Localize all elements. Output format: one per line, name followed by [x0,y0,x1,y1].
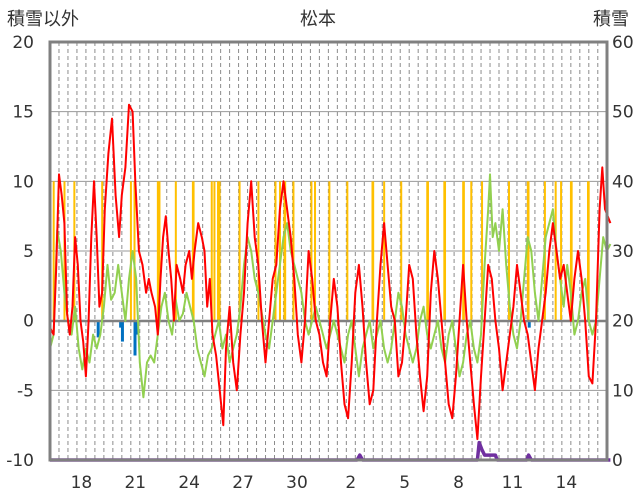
sunshine-bar [191,181,195,321]
snow-depth-line [50,440,611,462]
precipitation-bars [96,320,531,356]
x-tick-label: 30 [286,473,308,493]
x-tick-label: 18 [71,473,93,493]
sunshine-bar [238,181,241,321]
sunshine-bar [443,181,447,321]
sunshine-bar [383,181,386,321]
temp-min-line [49,173,612,399]
precipitation-bar [133,320,137,356]
precipitation-bar [527,320,531,328]
x-tick-label: 24 [178,473,200,493]
sunshine-bar [274,181,277,321]
sunshine-bar [101,181,104,321]
left-axis-title: 積雪以外 [7,9,79,30]
sunshine-bar [526,181,530,321]
sunshine-bar [346,181,349,321]
sunshine-bar [426,181,429,321]
left-tick-label: 10 [12,172,34,192]
sunshine-bar [481,181,484,321]
sunshine-bar [292,181,295,321]
sunshine-bar [52,181,55,321]
x-tick-label: 2 [345,473,356,493]
sunshine-bar [278,181,281,321]
sunshine-bar [133,181,136,321]
series-lines [49,103,612,462]
left-tick-label: -5 [17,381,34,401]
sunshine-bar [156,181,161,321]
precipitation-bar [96,320,100,338]
sunshine-bar [462,181,465,321]
sunshine-bar [310,181,313,321]
sunshine-bar [217,181,221,321]
sunshine-bar [470,181,473,321]
left-tick-label: 0 [23,312,34,332]
sunshine-bar [507,181,510,321]
right-axis-title: 積雪 [593,9,629,30]
x-tick-label: 21 [124,473,146,493]
precipitation-bar [120,320,124,342]
sunshine-bar [400,181,403,321]
right-tick-label: 40 [612,172,634,192]
left-axis-ticks: 20 15 10 5 0 -5 -10 [6,33,34,471]
left-tick-label: 15 [12,103,34,123]
right-tick-label: 0 [612,451,623,471]
left-tick-label: -10 [6,451,34,471]
sunshine-bar [314,181,317,321]
x-tick-label: 5 [399,473,410,493]
sunshine-bar [328,181,331,321]
sunshine-bar [174,181,177,321]
sunshine-bar [283,181,287,321]
sunshine-bar [371,181,375,321]
x-axis-ticks: 18 21 24 27 30 2 5 8 11 14 [71,473,578,493]
precipitation-bar [119,320,123,328]
precipitation-bar [135,320,139,335]
chart-title: 松本 [300,9,336,30]
sunshine-bar [213,181,216,321]
sunshine-bar [210,181,213,321]
right-axis-ticks: 60 50 40 30 20 10 0 [612,33,634,471]
plot-frame [48,40,609,462]
right-tick-label: 20 [612,312,634,332]
right-tick-label: 30 [612,242,634,262]
x-tick-label: 11 [502,473,524,493]
right-tick-label: 10 [612,381,634,401]
temp-max-line [49,103,612,441]
right-tick-label: 50 [612,103,634,123]
left-tick-label: 20 [12,33,34,53]
sunshine-bar [560,181,563,321]
right-tick-label: 60 [612,33,634,53]
sunshine-bar [129,181,132,321]
x-tick-label: 27 [232,473,254,493]
sunshine-bar [587,181,590,321]
x-tick-label: 8 [453,473,464,493]
sunshine-bar [257,181,260,321]
left-tick-label: 5 [23,242,34,262]
sunshine-bar [569,181,573,321]
x-tick-label: 14 [556,473,578,493]
